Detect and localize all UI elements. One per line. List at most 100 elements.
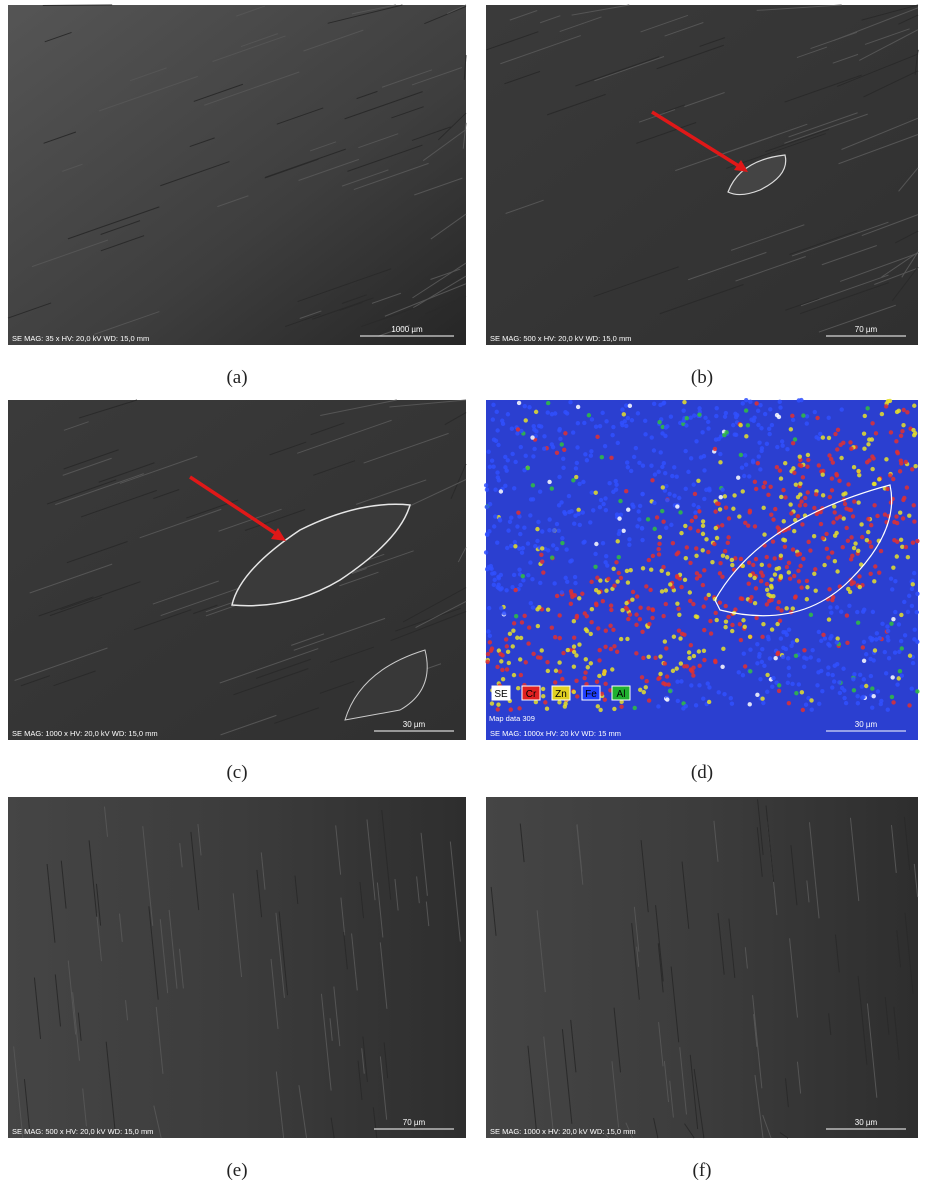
map-dot (702, 628, 706, 632)
map-dot (582, 676, 586, 680)
map-dot (799, 499, 803, 503)
map-dot (769, 512, 773, 516)
map-dot (833, 559, 837, 563)
map-dot (862, 659, 866, 663)
map-dot (760, 647, 764, 651)
map-dot (826, 665, 830, 669)
legend-label: Cr (526, 689, 537, 700)
map-dot (560, 442, 564, 446)
scale-label: 1000 µm (391, 325, 423, 334)
map-dot (855, 694, 859, 698)
map-dot (874, 431, 878, 435)
map-dot (691, 602, 695, 606)
map-dot (703, 416, 707, 420)
map-dot (497, 586, 501, 590)
map-dot (761, 701, 765, 705)
map-dot (894, 439, 898, 443)
map-dot (491, 403, 495, 407)
map-dot (771, 517, 775, 521)
map-dot (519, 673, 523, 677)
map-dot (515, 431, 519, 435)
map-dot (661, 565, 665, 569)
map-dot (580, 592, 584, 596)
map-dot (778, 400, 782, 404)
map-dot (765, 673, 769, 677)
map-dot (692, 503, 696, 507)
map-dot (814, 588, 818, 592)
map-dot (488, 566, 492, 570)
map-dot (751, 460, 755, 464)
map-dot (663, 471, 667, 475)
map-dot (722, 692, 726, 696)
map-dot (513, 540, 517, 544)
map-dot (767, 599, 771, 603)
map-dot (625, 637, 629, 641)
map-dot (730, 701, 734, 705)
map-dot (671, 669, 675, 673)
map-dot (781, 538, 785, 542)
map-dot (629, 469, 633, 473)
map-dot (773, 507, 777, 511)
map-dot (765, 690, 769, 694)
map-dot (629, 568, 633, 572)
map-dot (742, 651, 746, 655)
map-dot (749, 417, 753, 421)
map-dot (830, 476, 834, 480)
map-dot (614, 479, 618, 483)
map-dot (595, 576, 599, 580)
map-dot (718, 460, 722, 464)
map-dot (812, 506, 816, 510)
map-dot (675, 680, 679, 684)
map-dot (575, 461, 579, 465)
map-dot (645, 679, 649, 683)
map-dot (806, 540, 810, 544)
map-dot (886, 708, 890, 712)
map-dot (560, 590, 564, 594)
map-dot (675, 552, 679, 556)
map-dot (768, 656, 772, 660)
map-dot (865, 406, 869, 410)
map-dot (581, 510, 585, 514)
map-dot (802, 665, 806, 669)
map-dot (768, 485, 772, 489)
map-dot (562, 510, 566, 514)
map-dot (738, 622, 742, 626)
map-dot (789, 511, 793, 515)
map-dot (553, 411, 557, 415)
map-dot (906, 610, 910, 614)
map-dot (636, 509, 640, 513)
map-dot (798, 492, 802, 496)
map-dot (609, 456, 613, 460)
map-dot (501, 677, 505, 681)
map-dot (697, 412, 701, 416)
map-dot (604, 588, 608, 592)
map-dot (571, 430, 575, 434)
map-dot (665, 697, 669, 701)
map-dot (684, 704, 688, 708)
map-dot (873, 648, 877, 652)
map-dot (530, 435, 534, 439)
map-dot (487, 606, 491, 610)
map-dot (702, 568, 706, 572)
map-dot (573, 575, 577, 579)
map-dot (743, 453, 747, 457)
map-dot (720, 523, 724, 527)
map-dot (828, 605, 832, 609)
map-dot (817, 702, 821, 706)
map-dot (696, 505, 700, 509)
map-dot (615, 650, 619, 654)
map-dot (485, 488, 489, 492)
map-dot (640, 526, 644, 530)
map-dot (786, 656, 790, 660)
map-dot (798, 503, 802, 507)
map-dot (824, 532, 828, 536)
map-dot (766, 493, 770, 497)
map-dot (748, 669, 752, 673)
map-dot (894, 514, 898, 518)
map-dot (783, 461, 787, 465)
map-dot (659, 450, 663, 454)
map-dot (666, 572, 670, 576)
map-dot (524, 418, 528, 422)
map-dot (545, 660, 549, 664)
map-dot (636, 411, 640, 415)
